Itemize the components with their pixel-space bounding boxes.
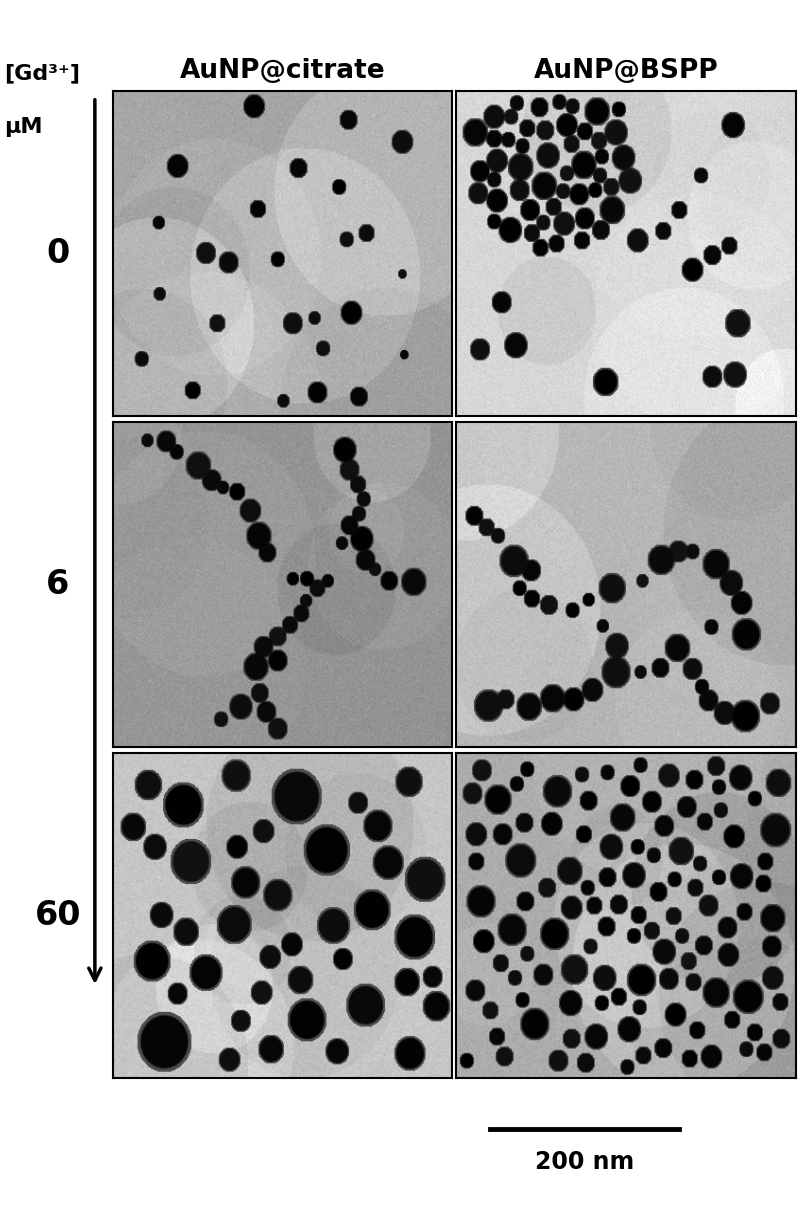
Text: [Gd³⁺]: [Gd³⁺]: [4, 63, 80, 84]
Text: AuNP@citrate: AuNP@citrate: [179, 58, 385, 84]
Text: 200 nm: 200 nm: [535, 1150, 634, 1175]
Text: 0: 0: [47, 237, 69, 270]
Text: AuNP@BSPP: AuNP@BSPP: [533, 58, 718, 84]
Text: 60: 60: [35, 899, 81, 931]
Text: 6: 6: [47, 568, 69, 601]
Text: μM: μM: [4, 117, 43, 138]
